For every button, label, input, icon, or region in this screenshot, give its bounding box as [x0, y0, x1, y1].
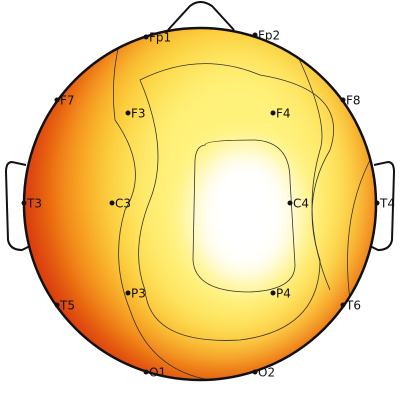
- electrode-dot: [270, 290, 276, 296]
- electrode-label: C4: [293, 197, 309, 211]
- electrode-dot: [374, 200, 380, 206]
- electrode-label: Fp1: [149, 31, 171, 45]
- electrode-label: T4: [379, 197, 395, 211]
- electrode-label: F8: [346, 94, 361, 108]
- electrode-label: O2: [258, 366, 275, 380]
- electrode-dot: [143, 369, 149, 375]
- right-ear: [369, 160, 396, 252]
- electrode-label: C3: [115, 197, 131, 211]
- nose: [167, 1, 235, 31]
- electrode-label: F4: [276, 107, 291, 121]
- electrode-dot: [270, 110, 276, 116]
- electrode-label: T5: [59, 299, 75, 313]
- electrode-dot: [109, 200, 115, 206]
- electrode-label: T3: [26, 197, 42, 211]
- electrode-dot: [143, 34, 149, 40]
- electrode-dot: [252, 369, 258, 375]
- electrode-label: P4: [276, 287, 291, 301]
- electrode-dot: [252, 32, 258, 38]
- electrode-dot: [125, 290, 131, 296]
- electrode-label: T6: [345, 299, 361, 313]
- electrode-label: F3: [131, 107, 146, 121]
- electrode-dot: [287, 200, 293, 206]
- electrode-label: Fp2: [258, 29, 280, 43]
- left-ear: [4, 160, 31, 252]
- electrode-dot: [54, 302, 60, 308]
- electrode-dot: [21, 200, 27, 206]
- electrode-dot: [125, 110, 131, 116]
- electrode-label: P3: [131, 287, 146, 301]
- electrode-dot: [340, 302, 346, 308]
- electrodes: Fp1 Fp2 F7 F3 F4 F8 T3 C3 C4 T4 T5 P3 P4 T6 O1 O2: [21, 29, 395, 380]
- electrode-label: F7: [60, 94, 75, 108]
- electrode-dot: [54, 97, 60, 103]
- electrode-dot: [340, 97, 346, 103]
- electrode-label: O1: [149, 366, 166, 380]
